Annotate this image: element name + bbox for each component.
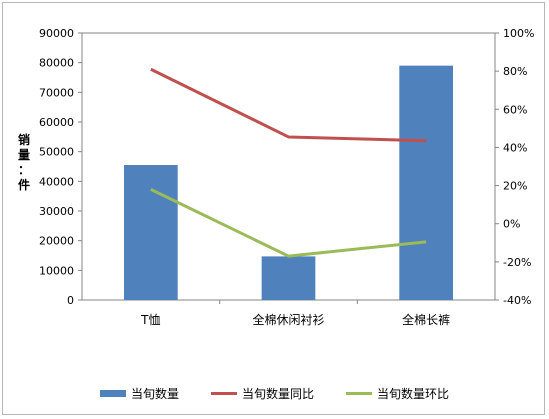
left-axis-tick-label: 70000 [39, 86, 74, 99]
legend-swatch-yoy [210, 391, 237, 395]
right-axis-tick-label: 20% [503, 180, 527, 193]
right-axis-tick-label: 100% [503, 27, 534, 40]
x-axis-category-label: 全棉休闲衬衫 [252, 312, 324, 327]
y-axis-title-char: 销 [18, 132, 30, 147]
legend-swatch-mom [346, 391, 372, 395]
right-axis-tick-label: 80% [503, 65, 527, 78]
x-axis-category-label: T恤 [140, 313, 160, 327]
legend-label-yoy: 当旬数量同比 [241, 386, 314, 401]
y-axis-title-char: 量 [18, 148, 30, 162]
left-axis-tick-label: 40000 [39, 175, 74, 188]
left-axis-tick-label: 50000 [39, 146, 74, 159]
legend-label-quantity: 当旬数量 [130, 386, 179, 401]
x-axis-category-label: 全棉长裤 [402, 312, 450, 327]
legend-item-mom: 当旬数量环比 [346, 385, 449, 402]
left-axis-tick-label: 90000 [39, 27, 74, 40]
legend-item-yoy: 当旬数量同比 [210, 385, 314, 402]
chart-frame [2, 2, 545, 415]
legend-item-quantity: 当旬数量 [99, 385, 179, 402]
line-mom [150, 188, 427, 258]
left-axis-tick-label: 20000 [39, 235, 74, 248]
left-axis-tick-label: 80000 [39, 57, 74, 70]
right-axis-tick-label: -20% [503, 256, 531, 269]
y-axis-title-char: ： [18, 163, 30, 177]
bar-quantity [399, 65, 454, 300]
y-axis-title-char: 件 [18, 177, 30, 192]
right-axis-tick-label: 60% [503, 103, 527, 116]
right-axis-tick-label: 0% [503, 218, 520, 231]
chart-legend: 当旬数量 当旬数量同比 当旬数量环比 [0, 383, 549, 403]
legend-label-mom: 当旬数量环比 [377, 386, 450, 401]
left-axis-tick-label: 30000 [39, 205, 74, 218]
left-axis-tick-label: 10000 [39, 264, 74, 277]
legend-swatch-quantity [99, 389, 126, 397]
left-axis-tick-label: 60000 [39, 116, 74, 129]
left-axis-tick-label: 0 [67, 294, 74, 307]
line-yoy [150, 67, 427, 143]
right-axis-tick-label: -40% [503, 294, 531, 307]
bar-quantity [123, 165, 178, 300]
right-axis-tick-label: 40% [503, 141, 527, 154]
bar-quantity [261, 256, 316, 300]
